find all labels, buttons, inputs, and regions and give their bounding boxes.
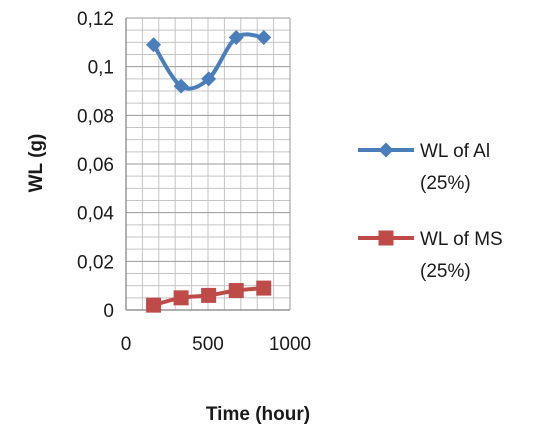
legend-label: WL of MS	[420, 229, 503, 250]
x-axis-title: Time (hour)	[206, 404, 310, 425]
legend-entry: WL of MS (25%)	[358, 229, 503, 282]
y-tick-label: 0,1	[88, 58, 114, 79]
x-tick-label: 500	[192, 334, 224, 355]
y-tick-label: 0,08	[77, 106, 114, 127]
data-point-marker	[228, 29, 244, 45]
data-point-marker	[256, 280, 272, 296]
y-axis-title: WL (g)	[26, 134, 47, 193]
data-point-marker	[173, 78, 189, 94]
y-tick-label: 0,12	[77, 9, 114, 30]
series-1	[146, 29, 272, 94]
data-point-marker	[201, 287, 217, 303]
data-point-marker	[146, 297, 162, 313]
x-tick-label: 0	[121, 334, 132, 355]
data-point-marker	[173, 290, 189, 306]
legend-label: WL of Al	[420, 141, 490, 162]
data-point-marker	[146, 37, 162, 53]
y-tick-label: 0	[103, 301, 114, 322]
legend-entry: WL of Al (25%)	[358, 141, 490, 194]
y-tick-label: 0,06	[77, 155, 114, 176]
x-tick-label: 1000	[269, 334, 311, 355]
legend-label: (25%)	[420, 261, 471, 282]
series-layer	[146, 29, 272, 313]
data-point-marker	[256, 29, 272, 45]
y-tick-label: 0,02	[77, 252, 114, 273]
legend-label: (25%)	[420, 173, 471, 194]
legend: WL of Al (25%) WL of MS (25%)	[358, 141, 503, 282]
series-2	[146, 280, 272, 313]
grid	[125, 17, 291, 311]
y-tick-label: 0,04	[77, 204, 114, 225]
legend-marker	[378, 230, 394, 246]
data-point-marker	[201, 71, 217, 87]
legend-marker	[378, 142, 394, 158]
data-point-marker	[228, 283, 244, 299]
tick-labels: 0 0,02 0,04 0,06 0,08 0,1 0,12 0 500 1000	[77, 9, 311, 355]
